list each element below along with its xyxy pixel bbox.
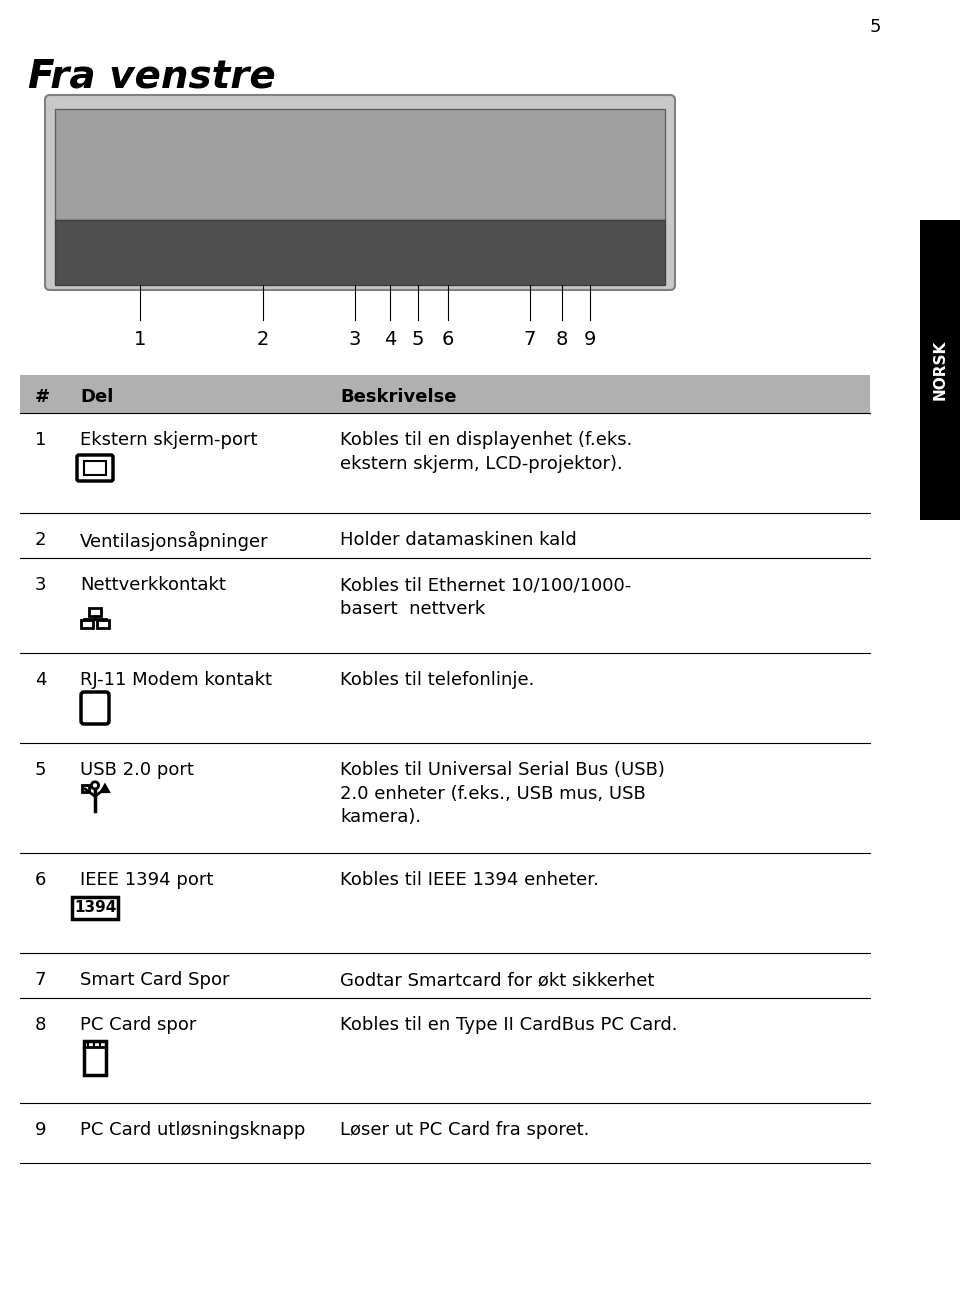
- Bar: [88, 607, 102, 616]
- Text: 6: 6: [442, 329, 454, 349]
- Text: 2: 2: [257, 329, 269, 349]
- Circle shape: [91, 782, 99, 789]
- Text: Kobles til telefonlinje.: Kobles til telefonlinje.: [340, 671, 535, 689]
- Text: RJ-11 Modem kontakt: RJ-11 Modem kontakt: [80, 671, 272, 689]
- Text: Løser ut PC Card fra sporet.: Løser ut PC Card fra sporet.: [340, 1121, 589, 1139]
- Bar: [55, 220, 665, 285]
- FancyBboxPatch shape: [45, 95, 675, 291]
- FancyBboxPatch shape: [72, 898, 118, 920]
- Text: Fra venstre: Fra venstre: [28, 58, 276, 96]
- Text: 7: 7: [524, 329, 537, 349]
- Text: Kobles til Universal Serial Bus (USB)
2.0 enheter (f.eks., USB mus, USB
kamera).: Kobles til Universal Serial Bus (USB) 2.…: [340, 761, 665, 826]
- Text: #: #: [35, 388, 50, 406]
- Text: 9: 9: [584, 329, 596, 349]
- Text: Ventilasjonsåpninger: Ventilasjonsåpninger: [80, 530, 269, 551]
- Text: 8: 8: [35, 1016, 46, 1034]
- Text: USB 2.0 port: USB 2.0 port: [80, 761, 194, 779]
- Text: 3: 3: [35, 576, 46, 594]
- Text: NORSK: NORSK: [932, 340, 948, 401]
- Text: PC Card spor: PC Card spor: [80, 1016, 197, 1034]
- Text: 1394: 1394: [74, 900, 116, 916]
- Text: 1: 1: [133, 329, 146, 349]
- Text: Del: Del: [80, 388, 113, 406]
- Bar: [81, 620, 93, 629]
- Text: 9: 9: [35, 1121, 46, 1139]
- FancyBboxPatch shape: [77, 455, 113, 481]
- Text: PC Card utløsningsknapp: PC Card utløsningsknapp: [80, 1121, 305, 1139]
- Bar: [97, 620, 109, 629]
- Text: 5: 5: [35, 761, 46, 779]
- Text: Kobles til en displayenhet (f.eks.
ekstern skjerm, LCD-projektor).: Kobles til en displayenhet (f.eks. ekste…: [340, 431, 633, 472]
- Text: 7: 7: [35, 971, 46, 990]
- Text: 4: 4: [35, 671, 46, 689]
- Text: Kobles til IEEE 1394 enheter.: Kobles til IEEE 1394 enheter.: [340, 872, 599, 888]
- Text: 3: 3: [348, 329, 361, 349]
- Text: Nettverkkontakt: Nettverkkontakt: [80, 576, 226, 594]
- Text: 6: 6: [35, 872, 46, 888]
- Text: 5: 5: [870, 18, 881, 36]
- Text: Holder datamaskinen kald: Holder datamaskinen kald: [340, 530, 577, 549]
- Bar: [82, 786, 88, 791]
- Text: Beskrivelse: Beskrivelse: [340, 388, 457, 406]
- Text: 1: 1: [35, 431, 46, 449]
- Bar: [20, 375, 870, 412]
- Text: Ekstern skjerm-port: Ekstern skjerm-port: [80, 431, 257, 449]
- Text: Kobles til Ethernet 10/100/1000-
basert  nettverk: Kobles til Ethernet 10/100/1000- basert …: [340, 576, 632, 617]
- Text: 2: 2: [35, 530, 46, 549]
- Bar: [55, 109, 665, 220]
- FancyBboxPatch shape: [84, 460, 106, 475]
- Text: IEEE 1394 port: IEEE 1394 port: [80, 872, 213, 888]
- Bar: [84, 1041, 106, 1075]
- FancyBboxPatch shape: [81, 693, 109, 724]
- Text: Smart Card Spor: Smart Card Spor: [80, 971, 229, 990]
- Text: 4: 4: [384, 329, 396, 349]
- Text: Godtar Smartcard for økt sikkerhet: Godtar Smartcard for økt sikkerhet: [340, 971, 655, 990]
- Text: 8: 8: [556, 329, 568, 349]
- Text: 5: 5: [412, 329, 424, 349]
- Bar: [920, 220, 960, 520]
- Polygon shape: [102, 786, 108, 791]
- Text: Kobles til en Type II CardBus PC Card.: Kobles til en Type II CardBus PC Card.: [340, 1016, 678, 1034]
